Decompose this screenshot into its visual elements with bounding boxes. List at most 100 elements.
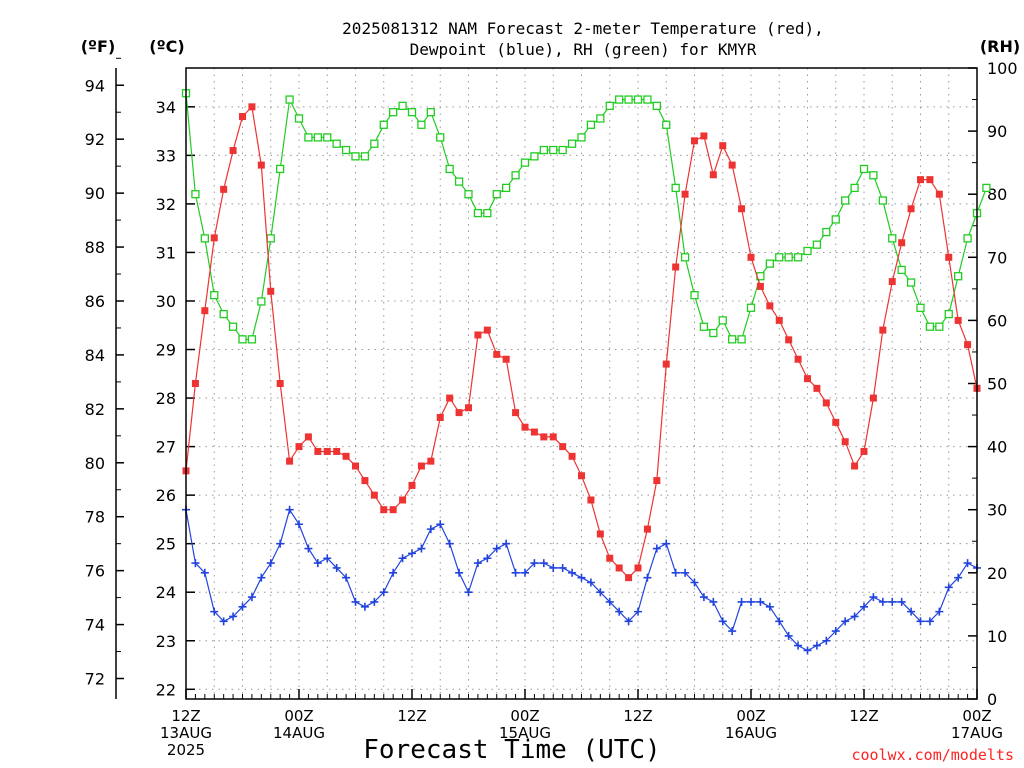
rh-tick-label: 100 xyxy=(987,59,1018,78)
dewpoint-point xyxy=(784,631,793,640)
rh-point xyxy=(276,164,285,174)
temperature-point xyxy=(427,457,435,465)
temperature-point xyxy=(210,234,218,242)
dewpoint-point xyxy=(634,607,642,616)
temperature-point xyxy=(549,433,557,441)
dewpoint-point xyxy=(737,597,746,606)
dewpoint-point xyxy=(916,617,925,626)
temperature-point xyxy=(860,447,868,455)
temperature-point xyxy=(841,438,849,446)
celsius-tick-label: 24 xyxy=(156,583,176,602)
temperature-point xyxy=(625,574,633,582)
rh-point xyxy=(859,164,869,174)
dewpoint-point xyxy=(191,559,200,568)
dewpoint-point xyxy=(831,627,840,636)
dewpoint-point xyxy=(417,544,426,553)
temperature-point xyxy=(578,472,585,480)
rh-point xyxy=(746,303,756,312)
dewpoint-point xyxy=(426,525,435,534)
rh-point xyxy=(294,114,304,123)
fahrenheit-unit-label: (ºF) xyxy=(81,37,116,56)
time-tick-label: 16AUG xyxy=(725,724,777,742)
rh-point xyxy=(906,278,916,287)
rh-point xyxy=(615,95,624,104)
dewpoint-point xyxy=(539,559,548,568)
dewpoint-point xyxy=(464,588,473,597)
plot-frame xyxy=(185,67,978,700)
dewpoint-point xyxy=(794,641,803,650)
dewpoint-point xyxy=(681,568,690,577)
dewpoint-point xyxy=(276,539,285,548)
dewpoint-point xyxy=(615,607,624,616)
dewpoint-point xyxy=(332,563,341,572)
rh-point xyxy=(464,190,473,199)
rh-point xyxy=(624,95,633,104)
rh-point xyxy=(445,164,454,174)
rh-point xyxy=(765,259,774,268)
celsius-unit-label: (ºC) xyxy=(149,37,184,56)
temperature-point xyxy=(700,132,708,140)
dewpoint-point xyxy=(313,559,322,568)
temperature-point xyxy=(672,263,680,271)
temperature-point xyxy=(822,399,830,407)
dewpoint-point xyxy=(652,544,661,553)
rh-point xyxy=(558,145,567,155)
dewpoint-point xyxy=(690,578,699,587)
dewpoint-point xyxy=(530,559,539,568)
fahrenheit-tick-label: 94 xyxy=(85,76,105,95)
temperature-point xyxy=(606,554,614,562)
dewpoint-point xyxy=(963,559,972,568)
rh-point xyxy=(775,253,784,262)
dewpoint-point xyxy=(699,593,708,602)
temperature-point xyxy=(681,190,689,198)
temperature-point xyxy=(474,331,482,339)
celsius-tick-label: 22 xyxy=(156,680,176,699)
dewpoint-point xyxy=(360,602,369,611)
rh-tick-label: 30 xyxy=(987,501,1007,520)
dewpoint-point xyxy=(624,617,633,626)
temperature-point xyxy=(191,380,199,387)
rh-point xyxy=(671,183,680,193)
temperature-point xyxy=(747,253,755,261)
fahrenheit-tick-label: 82 xyxy=(85,400,105,419)
rh-point xyxy=(191,190,200,199)
temperature-point xyxy=(502,355,510,363)
celsius-tick-label: 31 xyxy=(156,243,176,262)
rh-point xyxy=(963,234,972,243)
temperature-point xyxy=(220,185,228,193)
dewpoint-point xyxy=(238,602,247,611)
dewpoint-point xyxy=(436,520,445,529)
dewpoint-point xyxy=(379,588,388,597)
dewpoint-point xyxy=(812,641,821,650)
dewpoint-point xyxy=(285,505,294,514)
rh-point xyxy=(897,265,906,275)
temperature-point xyxy=(813,384,821,392)
fahrenheit-tick-label: 84 xyxy=(85,346,105,365)
celsius-tick-label: 29 xyxy=(156,341,176,360)
chart-title-line-2: Dewpoint (blue), RH (green) for KMYR xyxy=(410,40,757,59)
dewpoint-point xyxy=(907,607,916,616)
rh-point xyxy=(878,196,887,205)
rh-point xyxy=(483,208,492,218)
temperature-point xyxy=(389,506,397,514)
temperature-point xyxy=(455,409,463,417)
dewpoint-point xyxy=(765,602,774,611)
rh-point xyxy=(549,145,558,155)
fahrenheit-tick-label: 72 xyxy=(85,670,105,689)
temperature-point xyxy=(267,287,275,295)
rh-point xyxy=(888,234,897,243)
dewpoint-point xyxy=(775,617,784,626)
rh-point xyxy=(718,316,727,325)
fahrenheit-tick-label: 86 xyxy=(85,292,105,311)
temperature-point xyxy=(521,423,529,431)
dewpoint-point xyxy=(897,597,906,606)
chart-title-line-1: 2025081312 NAM Forecast 2-meter Temperat… xyxy=(342,19,824,38)
time-tick-label: 14AUG xyxy=(273,724,325,742)
time-tick-label: 12Z xyxy=(397,707,426,725)
dewpoint-point xyxy=(342,573,351,582)
rh-point xyxy=(662,120,671,129)
dewpoint-point xyxy=(944,583,953,592)
time-tick-label: 00Z xyxy=(284,707,313,725)
dewpoint-point xyxy=(728,627,737,636)
